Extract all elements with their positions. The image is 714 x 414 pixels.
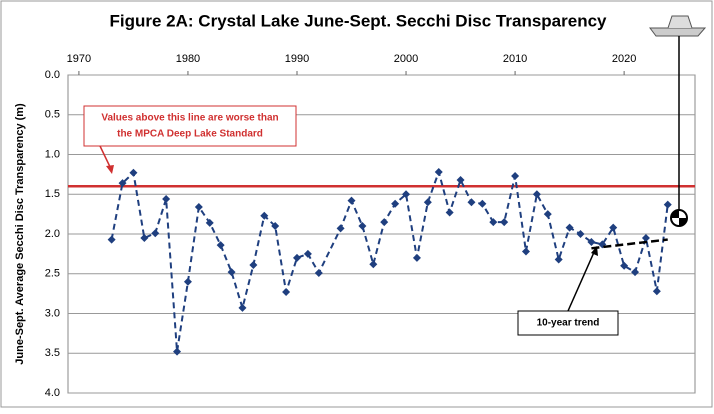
boat-icon — [649, 15, 707, 37]
data-point — [183, 277, 192, 286]
data-point — [467, 198, 476, 207]
data-point — [565, 223, 574, 232]
data-point — [532, 190, 541, 199]
data-point — [489, 218, 498, 227]
data-point — [151, 229, 160, 238]
y-tick-label: 1.0 — [45, 148, 60, 160]
data-point — [216, 241, 225, 250]
x-tick-label: 1990 — [285, 53, 309, 65]
data-point — [118, 179, 127, 188]
data-point — [587, 237, 596, 246]
data-point — [576, 230, 585, 238]
data-point — [314, 268, 323, 277]
data-point — [238, 303, 247, 312]
data-point — [347, 196, 356, 205]
standard-label: Values above this line are worse than — [101, 113, 278, 124]
data-point — [358, 222, 367, 231]
y-tick-label: 0.0 — [45, 69, 60, 81]
data-point — [292, 253, 301, 262]
data-point — [554, 255, 563, 264]
y-axis-label: June-Sept. Average Secchi Disc Transpare… — [14, 103, 26, 365]
data-point — [282, 288, 291, 297]
trend-label: 10-year trend — [537, 318, 600, 329]
data-point — [380, 218, 389, 227]
data-point — [260, 211, 269, 220]
x-tick-label: 1970 — [67, 53, 91, 65]
standard-label: the MPCA Deep Lake Standard — [117, 129, 263, 140]
y-tick-label: 0.5 — [45, 109, 60, 121]
data-point — [369, 260, 378, 269]
data-point — [445, 208, 454, 217]
data-point — [194, 202, 203, 211]
data-point — [107, 235, 116, 244]
data-point — [620, 261, 629, 270]
data-point — [500, 218, 509, 227]
data-point — [641, 233, 650, 242]
data-point — [140, 233, 149, 242]
data-point — [652, 287, 661, 296]
x-tick-label: 2010 — [503, 53, 527, 65]
y-tick-label: 3.5 — [45, 347, 60, 359]
data-point — [336, 224, 345, 233]
trend-line — [591, 238, 668, 250]
y-tick-label: 1.5 — [45, 188, 60, 200]
trend-arrow-head — [591, 246, 598, 256]
x-tick-label: 2020 — [612, 53, 636, 65]
y-tick-label: 4.0 — [45, 387, 60, 399]
standard-arrow-head — [106, 165, 114, 174]
data-point — [162, 195, 171, 204]
data-point — [434, 167, 443, 176]
x-tick-label: 1980 — [176, 53, 200, 65]
trend-arrow — [567, 249, 596, 312]
data-point — [423, 198, 432, 207]
y-tick-label: 2.5 — [45, 268, 60, 280]
data-point — [478, 199, 487, 208]
data-point — [631, 268, 640, 277]
trend-label-box — [517, 310, 619, 336]
data-point — [249, 261, 258, 270]
standard-label-box — [83, 105, 297, 147]
data-point — [663, 200, 672, 209]
data-point — [609, 223, 618, 232]
x-tick-label: 2000 — [394, 53, 418, 65]
data-point — [303, 249, 312, 258]
secchi-disc-quad — [671, 210, 687, 226]
data-point — [521, 247, 530, 256]
data-point — [391, 199, 400, 208]
data-point — [173, 347, 182, 356]
data-point — [129, 168, 138, 177]
data-point — [511, 171, 520, 180]
chart-title: Figure 2A: Crystal Lake June-Sept. Secch… — [110, 11, 608, 30]
y-tick-label: 3.0 — [45, 307, 60, 319]
data-point — [543, 210, 552, 219]
data-point — [227, 268, 236, 277]
data-point — [456, 175, 465, 184]
data-point — [402, 190, 411, 199]
data-point — [412, 253, 421, 262]
data-point — [205, 218, 214, 227]
y-tick-label: 2.0 — [45, 228, 60, 240]
data-point — [271, 222, 280, 231]
